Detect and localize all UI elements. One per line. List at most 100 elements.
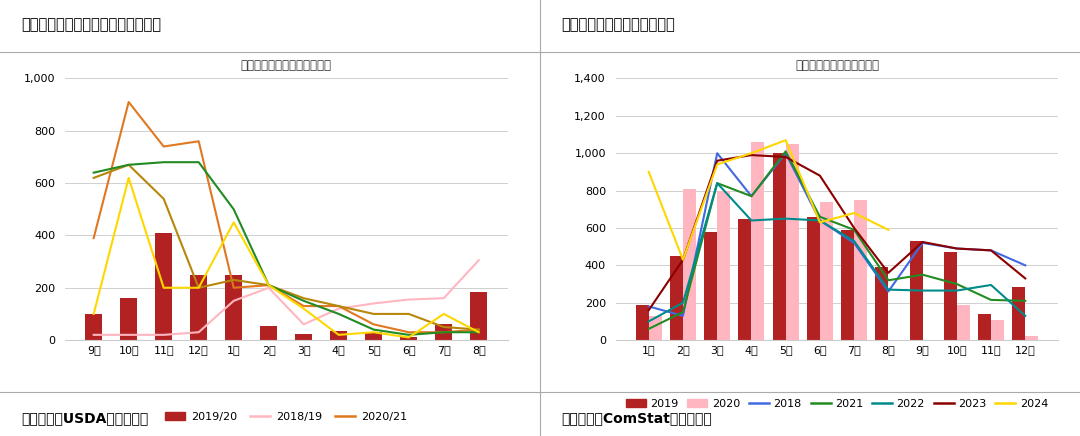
2021	[676, 310, 689, 315]
Bar	[978, 314, 991, 340]
2023/24	[262, 283, 275, 288]
2020/21	[333, 303, 346, 309]
Bar	[875, 267, 889, 340]
2021	[916, 272, 929, 277]
Bar	[820, 202, 833, 340]
Bar	[785, 144, 799, 340]
Text: 数据来源：ComStat，国富期货: 数据来源：ComStat，国富期货	[562, 412, 713, 426]
2020/21	[437, 330, 450, 335]
Bar	[225, 275, 242, 340]
2023	[950, 246, 963, 251]
2022	[950, 288, 963, 293]
Bar	[752, 142, 765, 340]
2018	[985, 248, 998, 253]
2018	[848, 240, 861, 245]
2021/22	[297, 296, 310, 301]
2018	[813, 218, 826, 223]
2018/19	[367, 301, 380, 306]
Bar	[85, 314, 103, 340]
2022	[779, 216, 792, 221]
Line: 2021/22: 2021/22	[94, 165, 478, 330]
Bar	[772, 153, 785, 340]
Line: 2021: 2021	[649, 151, 1025, 329]
2021	[985, 297, 998, 303]
2023	[643, 307, 656, 313]
2020/21	[367, 322, 380, 327]
2022	[676, 300, 689, 305]
2021	[711, 181, 724, 186]
Bar	[957, 305, 970, 340]
2023	[882, 270, 895, 276]
2022/23	[87, 170, 100, 175]
Bar	[120, 298, 137, 340]
2022/23	[437, 330, 450, 335]
Line: 2023: 2023	[649, 155, 1025, 310]
2022	[813, 218, 826, 223]
Text: 巴西大豆对华出口（万吨）: 巴西大豆对华出口（万吨）	[795, 59, 879, 72]
2020/21	[262, 283, 275, 288]
2023	[745, 153, 758, 158]
2023/24	[333, 332, 346, 337]
2022/23	[367, 327, 380, 332]
2023	[985, 248, 998, 253]
2021/22	[158, 196, 171, 201]
Line: 2022/23: 2022/23	[94, 162, 478, 335]
2023	[813, 173, 826, 178]
2018	[643, 304, 656, 309]
Bar	[636, 305, 649, 340]
2024	[643, 169, 656, 174]
2022/23	[402, 332, 415, 337]
2022/23	[262, 283, 275, 288]
2018	[676, 313, 689, 318]
Bar	[683, 189, 696, 340]
2021	[779, 149, 792, 154]
Line: 2018: 2018	[649, 153, 1025, 316]
2022/23	[472, 330, 485, 335]
Bar	[1012, 287, 1025, 340]
2021	[813, 214, 826, 219]
2022	[643, 319, 656, 324]
2018	[882, 289, 895, 294]
2023/24	[192, 285, 205, 290]
2023	[676, 257, 689, 262]
2023/24	[297, 306, 310, 311]
Bar	[717, 191, 730, 340]
2020/21	[472, 327, 485, 332]
Bar	[330, 331, 348, 340]
Line: 2023/24: 2023/24	[94, 178, 478, 337]
Bar	[704, 232, 717, 340]
2020/21	[192, 139, 205, 144]
2020/21	[297, 303, 310, 309]
2024	[676, 257, 689, 262]
2021/22	[262, 283, 275, 288]
2022/23	[227, 207, 240, 212]
2021	[882, 278, 895, 283]
2021	[643, 326, 656, 331]
Bar	[649, 316, 662, 340]
2018/19	[472, 258, 485, 263]
2020/21	[87, 235, 100, 241]
Text: 图：巴西大豆对华出口受提振: 图：巴西大豆对华出口受提振	[562, 17, 675, 32]
2021/22	[402, 311, 415, 317]
Line: 2020/21: 2020/21	[94, 102, 478, 332]
2021/22	[437, 324, 450, 330]
Bar	[435, 324, 453, 340]
2021	[950, 281, 963, 286]
Bar	[854, 200, 867, 340]
2024	[711, 162, 724, 167]
2024	[813, 220, 826, 225]
2018	[745, 194, 758, 199]
2021	[848, 227, 861, 232]
Bar	[190, 275, 207, 340]
2022	[1018, 313, 1031, 318]
2022/23	[333, 311, 346, 317]
2018/19	[158, 332, 171, 337]
2022/23	[158, 160, 171, 165]
2024	[779, 137, 792, 143]
Bar	[909, 241, 922, 340]
2020/21	[227, 285, 240, 290]
2018/19	[192, 330, 205, 335]
Legend: 2019, 2020, 2018, 2021, 2022, 2023, 2024: 2019, 2020, 2018, 2021, 2022, 2023, 2024	[621, 394, 1053, 413]
Text: 数据来源：USDA，国富期货: 数据来源：USDA，国富期货	[22, 412, 149, 426]
2024	[882, 227, 895, 232]
